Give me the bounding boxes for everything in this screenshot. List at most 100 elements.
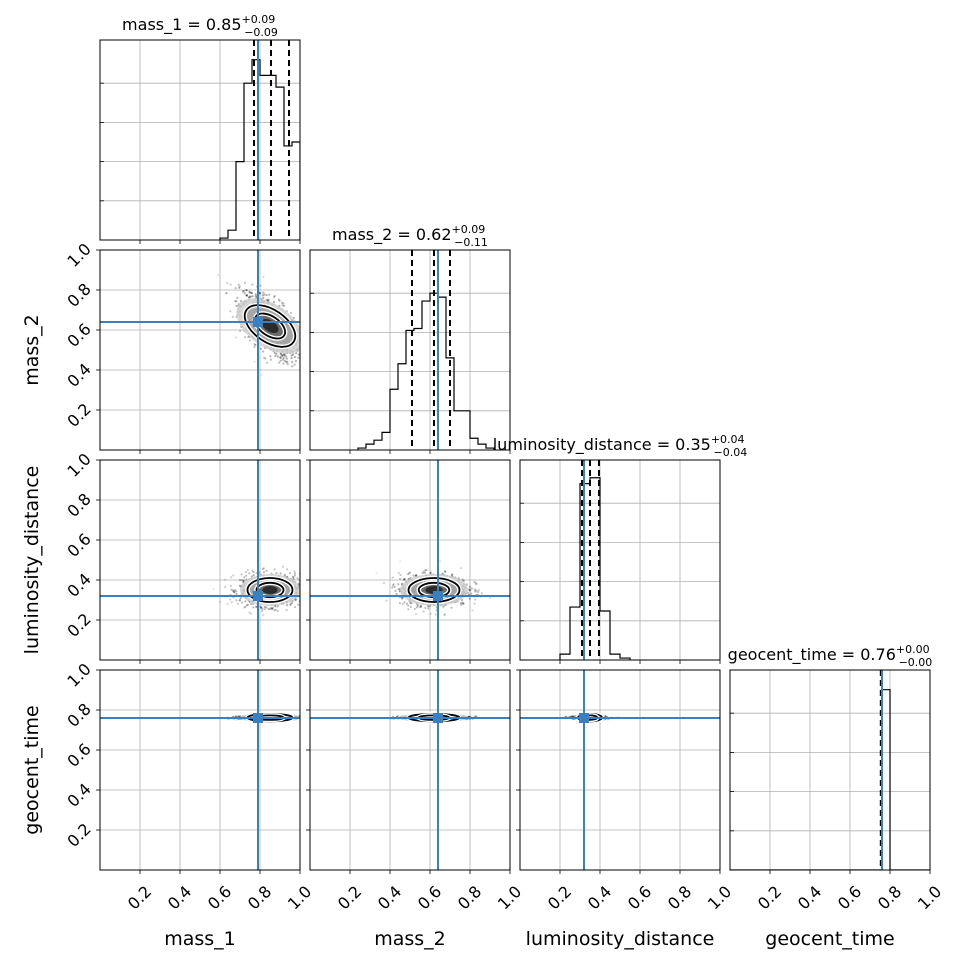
- density-point: [480, 592, 483, 595]
- density-point: [305, 718, 307, 720]
- panel-content: [520, 670, 720, 870]
- panel-content: [559, 460, 631, 660]
- x-tick-label: 0.8: [454, 882, 485, 913]
- density-point: [307, 719, 309, 721]
- density-point: [259, 347, 262, 350]
- y-axis-label-mass_2: mass_2: [21, 314, 43, 386]
- density-point: [304, 715, 306, 717]
- density-point: [296, 603, 300, 606]
- density-point: [398, 602, 401, 605]
- density-point: [289, 602, 292, 605]
- contour-0: [246, 577, 294, 603]
- density-point: [423, 571, 426, 574]
- density-point: [255, 605, 258, 608]
- density-point: [246, 568, 249, 572]
- density-point: [427, 607, 430, 610]
- density-point: [278, 299, 281, 302]
- density-point: [258, 292, 261, 295]
- density-point: [259, 292, 262, 295]
- density-point: [276, 355, 279, 358]
- y-tick-label: 0.2: [63, 609, 94, 640]
- density-point: [477, 589, 480, 592]
- density-point: [283, 354, 286, 357]
- density-point: [476, 590, 479, 594]
- density-point: [441, 572, 444, 575]
- title-upper-error: +0.04: [711, 433, 745, 446]
- density-point: [391, 586, 394, 589]
- density-point: [250, 291, 254, 295]
- density-point: [303, 383, 305, 385]
- density-point: [415, 606, 418, 609]
- density-point: [419, 605, 423, 608]
- title-lower-error: −0.09: [244, 26, 278, 39]
- density-point: [473, 590, 477, 593]
- title-upper-error: +0.09: [452, 223, 486, 236]
- y-tick-label: 0.6: [63, 529, 94, 560]
- density-point: [401, 603, 404, 606]
- density-point: [397, 714, 400, 717]
- density-point: [572, 715, 575, 718]
- truth-marker: [433, 591, 443, 601]
- density-point: [245, 288, 248, 292]
- density-point: [245, 294, 248, 297]
- density-point: [260, 606, 263, 609]
- x-tick-label: 0.6: [204, 882, 235, 913]
- density-point: [295, 352, 298, 355]
- density-point: [235, 592, 238, 596]
- density-point: [248, 339, 252, 342]
- density-point: [247, 296, 251, 299]
- density-point: [443, 613, 446, 616]
- truth-marker: [253, 591, 263, 601]
- y-tick-label: 1.0: [63, 449, 94, 480]
- title-upper-error: +0.09: [242, 13, 276, 26]
- density-point: [305, 348, 307, 350]
- density-point: [268, 607, 271, 611]
- density-point: [242, 289, 245, 293]
- truth-marker: [253, 713, 263, 723]
- density-point: [266, 361, 269, 364]
- density-point: [316, 346, 318, 348]
- density-point: [262, 296, 265, 300]
- density-point: [248, 572, 251, 575]
- density-point: [235, 599, 238, 602]
- x-tick-label: 0.2: [334, 882, 365, 913]
- density-point: [272, 301, 276, 304]
- density-point: [304, 716, 306, 718]
- density-point: [240, 579, 243, 582]
- density-point: [247, 335, 250, 339]
- y-tick-label: 0.8: [63, 279, 94, 310]
- x-axis-label-mass_2: mass_2: [374, 928, 446, 950]
- density-point: [303, 717, 305, 719]
- density-point: [420, 604, 423, 607]
- density-point: [300, 590, 302, 592]
- density-point: [242, 579, 245, 582]
- panel-content: [219, 40, 300, 240]
- x-tick-label: 0.8: [244, 882, 275, 913]
- density-point: [293, 570, 296, 573]
- density-point: [311, 606, 313, 608]
- density-point: [216, 273, 219, 276]
- y-axis-label-luminosity_distance: luminosity_distance: [21, 466, 43, 655]
- density-point: [262, 275, 265, 279]
- density-point: [301, 355, 303, 357]
- y-tick-label: 0.2: [63, 819, 94, 850]
- x-tick-label: 1.0: [284, 882, 315, 913]
- density-point: [243, 281, 246, 284]
- density-point: [261, 607, 264, 611]
- panel-frame: [99, 249, 301, 451]
- density-point: [270, 607, 274, 610]
- density-point: [253, 345, 256, 348]
- density-point: [462, 602, 465, 605]
- density-point: [460, 603, 463, 606]
- density-point: [461, 602, 464, 605]
- panel-frame: [309, 669, 511, 871]
- density-point: [283, 573, 286, 577]
- density-point: [237, 286, 241, 290]
- density-point: [245, 289, 248, 292]
- density-point: [409, 605, 412, 609]
- density-point: [235, 590, 238, 593]
- density-point: [276, 609, 279, 613]
